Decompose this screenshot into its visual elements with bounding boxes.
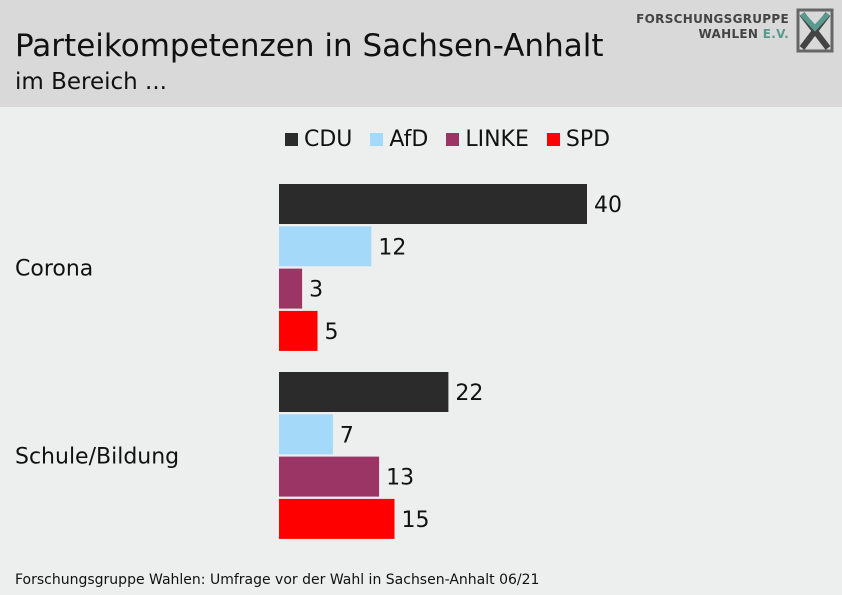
bar-value-label: 15 (402, 508, 430, 533)
bar-value-label: 12 (378, 235, 406, 260)
bar-spd (279, 310, 318, 351)
page-title: Parteikompetenzen in Sachsen-Anhalt (15, 28, 604, 64)
bar-value-label: 3 (309, 278, 323, 303)
logo-ev: E.V. (762, 27, 789, 41)
legend-label: SPD (565, 126, 611, 152)
bar-cdu (279, 184, 587, 224)
legend: CDU AfD LINKE SPD (285, 126, 628, 152)
legend-swatch (370, 132, 384, 146)
legend-label: LINKE (465, 126, 529, 152)
bar-value-label: 7 (340, 423, 354, 448)
logo-x-icon (796, 8, 834, 53)
bar-spd (279, 498, 395, 539)
header-band: Parteikompetenzen in Sachsen-Anhalt im B… (0, 0, 842, 107)
category-label: Corona (15, 256, 93, 281)
legend-label: CDU (304, 126, 353, 152)
logo-line2-name: WAHLEN (698, 27, 759, 41)
legend-item-cdu: CDU (285, 127, 352, 152)
bar-afd (279, 414, 333, 455)
bar-afd (279, 226, 372, 267)
category-label: Schule/Bildung (15, 444, 179, 469)
legend-label: AfD (389, 126, 429, 152)
bar-value-label: 13 (386, 466, 414, 491)
bar-value-label: 22 (455, 381, 483, 406)
legend-swatch (546, 132, 560, 146)
page-subtitle: im Bereich ... (15, 69, 167, 95)
bar-linke (279, 268, 303, 309)
legend-item-spd: SPD (546, 126, 611, 152)
legend-item-linke: LINKE (446, 127, 529, 152)
legend-swatch (285, 132, 298, 146)
logo-line2: WAHLEN E.V. (636, 27, 789, 42)
bar-value-label: 40 (594, 193, 622, 218)
logo-line1: FORSCHUNGSGRUPPE (636, 12, 789, 26)
bar-linke (279, 456, 380, 497)
bar-cdu (279, 372, 449, 412)
legend-item-afd: AfD (370, 127, 428, 152)
source-note: Forschungsgruppe Wahlen: Umfrage vor der… (15, 572, 540, 588)
logo-text: FORSCHUNGSGRUPPE WAHLEN E.V. (636, 12, 789, 42)
legend-swatch (446, 132, 460, 146)
bar-value-label: 5 (325, 320, 339, 345)
